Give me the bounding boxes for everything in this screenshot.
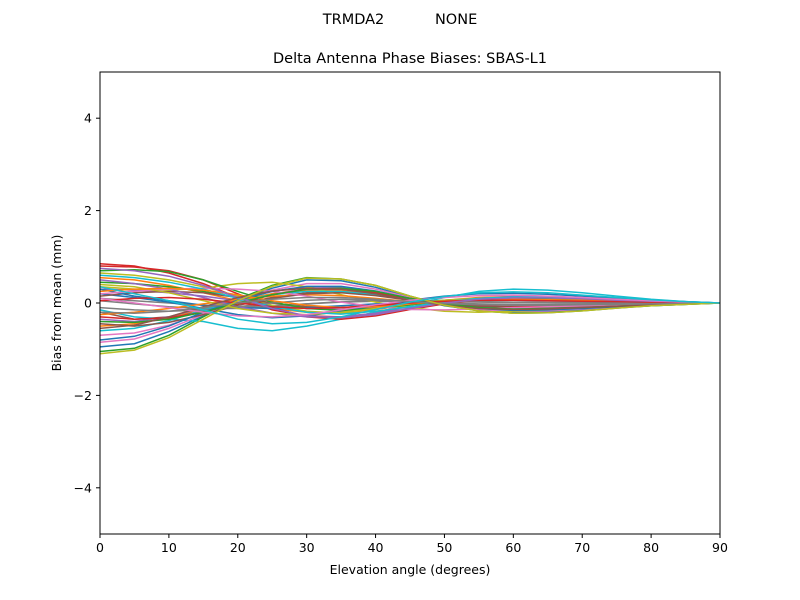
chart-suptitle: TRMDA2 NONE — [322, 12, 477, 28]
x-tick-label: 10 — [161, 540, 177, 555]
y-tick-label: 2 — [84, 203, 92, 218]
y-axis-label: Bias from mean (mm) — [49, 235, 64, 372]
x-tick-label: 20 — [230, 540, 246, 555]
x-tick-label: 60 — [505, 540, 521, 555]
series-line-35 — [99, 267, 721, 319]
series-line-37 — [99, 294, 721, 318]
y-tick-label: −4 — [74, 480, 92, 495]
y-tick-label: 4 — [84, 111, 92, 126]
x-tick-label: 80 — [643, 540, 659, 555]
x-tick-label: 0 — [96, 540, 104, 555]
x-axis: 0 10 20 30 40 50 60 70 80 90 — [96, 534, 728, 555]
x-tick-label: 70 — [574, 540, 590, 555]
x-tick-label: 50 — [436, 540, 452, 555]
series-line-34 — [99, 296, 721, 310]
y-tick-label: 0 — [84, 296, 92, 311]
x-tick-label: 90 — [712, 540, 728, 555]
chart-title: Delta Antenna Phase Biases: SBAS-L1 — [273, 51, 547, 67]
x-axis-label: Elevation angle (degrees) — [330, 562, 491, 577]
plot-area — [99, 71, 721, 535]
series-lines — [99, 262, 721, 355]
series-line-39 — [99, 277, 721, 355]
y-axis: −4 −2 0 2 4 — [74, 111, 100, 495]
series-line-40 — [99, 286, 721, 325]
x-tick-label: 30 — [299, 540, 315, 555]
y-tick-label: −2 — [74, 388, 92, 403]
x-tick-label: 40 — [368, 540, 384, 555]
